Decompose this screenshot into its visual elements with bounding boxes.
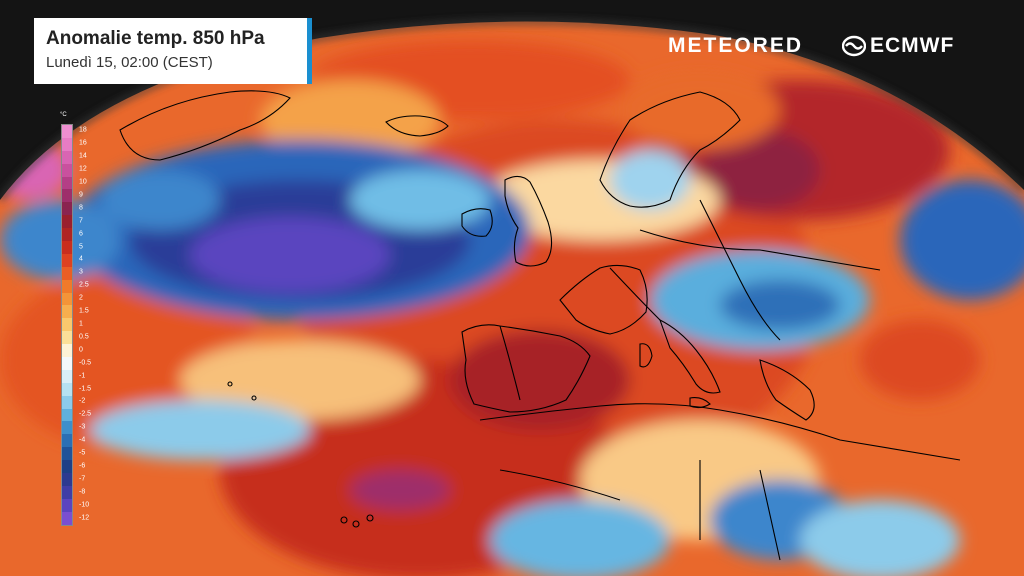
legend-label: -5 [79, 449, 86, 457]
legend-label: 5 [79, 243, 83, 251]
legend-swatch [62, 395, 72, 409]
legend-label: 16 [79, 139, 87, 147]
legend-label: 8 [79, 204, 83, 212]
legend-swatch [62, 344, 72, 358]
ecmwf-wordmark: ECMWF [870, 34, 955, 57]
legend-label: 9 [79, 191, 83, 199]
meteored-logo: METEORED [668, 34, 804, 57]
legend-swatch [62, 215, 72, 229]
ecmwf-logo: ECMWF [842, 34, 954, 58]
map-title: Anomalie temp. 850 hPa [46, 28, 265, 49]
map-subtitle: Lunedì 15, 02:00 (CEST) [46, 54, 213, 71]
legend-label: 12 [79, 165, 87, 173]
legend-label: -3 [79, 423, 86, 431]
legend-swatch [62, 408, 72, 422]
legend-swatch [62, 292, 72, 306]
legend-label: 14 [79, 152, 87, 160]
legend-label: 6 [79, 230, 83, 238]
legend-swatch [62, 253, 72, 267]
legend-swatch [62, 266, 72, 280]
legend-label: -1 [79, 372, 86, 380]
color-legend: °C 18 16 14 12 10 9 8 7 6 5 4 3 2.5 2 1.5 1 0.5 0 -0.5 -1 -1… [57, 112, 97, 530]
legend-label: 1 [79, 320, 83, 328]
legend-label: -4 [79, 436, 86, 444]
legend-swatch [62, 357, 72, 370]
title-card: Anomalie temp. 850 hPa Lunedì 15, 02:00 … [34, 18, 312, 84]
legend-label: -10 [79, 501, 90, 509]
legend-swatch [62, 279, 72, 293]
legend-swatch [62, 228, 72, 242]
legend-label: 0 [79, 346, 83, 354]
legend-swatch [62, 125, 72, 138]
legend-swatch [62, 382, 72, 396]
legend-label: 0.5 [79, 333, 89, 341]
legend-swatch [62, 485, 72, 499]
ecmwf-swirl-icon [842, 35, 866, 57]
legend-label: -7 [79, 475, 86, 483]
coastlines [119, 90, 961, 561]
legend-swatch [62, 189, 72, 203]
legend-swatch [62, 331, 72, 345]
legend-label: 4 [79, 255, 83, 263]
legend-swatch [62, 305, 72, 319]
legend-label: 1.5 [79, 307, 89, 315]
legend-label: -12 [79, 514, 90, 522]
legend-label: 2.5 [79, 281, 89, 289]
legend-swatch [62, 498, 72, 512]
legend-label: 3 [79, 268, 83, 276]
legend-swatch [62, 137, 72, 151]
legend-label: -2 [79, 397, 86, 405]
legend-swatch [62, 421, 72, 435]
legend-label: -6 [79, 462, 86, 470]
legend-bar [61, 124, 73, 526]
legend-swatch [62, 163, 72, 177]
legend-label: 7 [79, 217, 83, 225]
legend-label: 10 [79, 178, 87, 186]
legend-swatch [62, 241, 72, 254]
legend-unit: °C [60, 112, 67, 118]
legend-swatch [62, 447, 72, 461]
legend-label: 18 [79, 126, 87, 134]
legend-labels: 18 16 14 12 10 9 8 7 6 5 4 3 2.5 2 1.5 1 0.5 0 -0.5 -1 -1.5 -… [79, 124, 101, 526]
legend-swatch [62, 176, 72, 190]
legend-swatch [62, 460, 72, 474]
legend-swatch [62, 150, 72, 164]
legend-label: -1.5 [79, 385, 92, 393]
legend-swatch [62, 318, 72, 332]
legend-swatch [62, 511, 72, 525]
legend-swatch [62, 369, 72, 383]
legend-swatch [62, 434, 72, 448]
legend-swatch [62, 202, 72, 216]
legend-label: -0.5 [79, 359, 92, 367]
legend-label: -2.5 [79, 410, 92, 418]
legend-swatch [62, 473, 72, 486]
legend-label: -8 [79, 488, 86, 496]
legend-label: 2 [79, 294, 83, 302]
